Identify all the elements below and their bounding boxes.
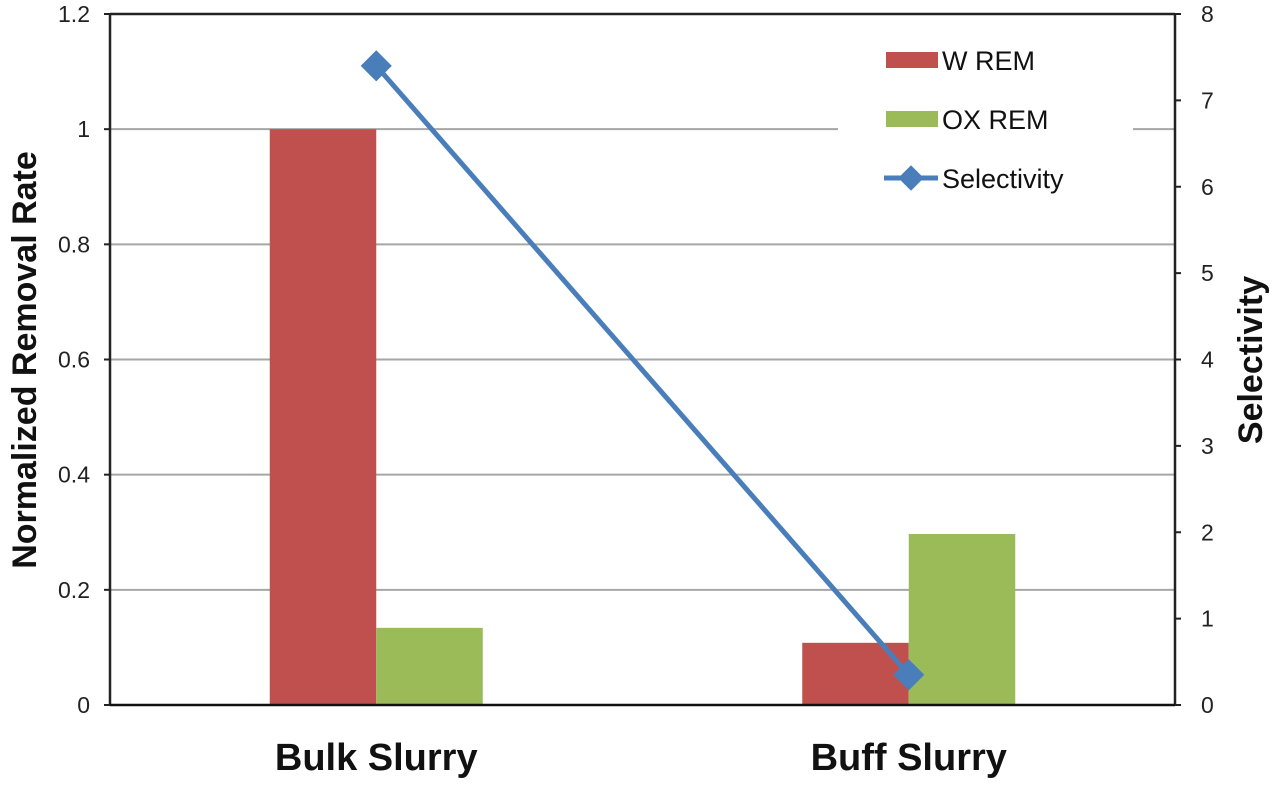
legend-swatch-ox-rem: [886, 111, 938, 127]
right-tick-label: 5: [1201, 260, 1214, 286]
category-labels: Bulk Slurry Buff Slurry: [275, 737, 1007, 779]
left-tick-label: 0.8: [58, 231, 90, 257]
right-tick-label: 4: [1201, 347, 1214, 373]
legend-label-selectivity: Selectivity: [942, 164, 1064, 194]
selectivity-polyline: [374, 64, 911, 677]
right-tick-label: 2: [1201, 519, 1214, 545]
left-tick-label: 0.2: [58, 577, 90, 603]
right-tick-label: 0: [1201, 692, 1214, 718]
left-tick-label: 0.6: [58, 347, 90, 373]
legend-label-ox-rem: OX REM: [942, 105, 1049, 135]
left-tick-label: 0.4: [58, 462, 90, 488]
legend: W REM OX REM Selectivity: [838, 34, 1133, 214]
right-axis-ticks: 0 1 2 3 4 5 6 7 8: [1175, 1, 1214, 718]
legend-label-w-rem: W REM: [942, 46, 1035, 76]
right-tick-label: 3: [1201, 433, 1214, 459]
right-tick-label: 1: [1201, 606, 1214, 632]
category-label: Buff Slurry: [811, 737, 1007, 779]
bar-ox-rem: [908, 533, 1016, 705]
left-axis-title: Normalized Removal Rate: [6, 151, 44, 569]
right-axis-title: Selectivity: [1232, 276, 1270, 444]
legend-diamond-icon: [898, 165, 924, 191]
left-axis-ticks: 0 0.2 0.4 0.6 0.8 1 1.2: [58, 1, 110, 718]
bar-w-rem: [269, 129, 377, 705]
legend-swatch-w-rem: [886, 52, 938, 68]
left-tick-label: 1.2: [58, 1, 90, 27]
bar-ox-rem: [376, 627, 483, 705]
category-label: Bulk Slurry: [275, 737, 478, 779]
right-tick-label: 8: [1201, 1, 1214, 27]
bar-w-rem: [802, 642, 909, 705]
bars: [269, 129, 1016, 705]
diamond-marker-icon: [360, 50, 392, 82]
right-tick-label: 6: [1201, 174, 1214, 200]
right-tick-label: 7: [1201, 87, 1214, 113]
left-tick-label: 1: [77, 116, 90, 142]
left-tick-label: 0: [77, 692, 90, 718]
